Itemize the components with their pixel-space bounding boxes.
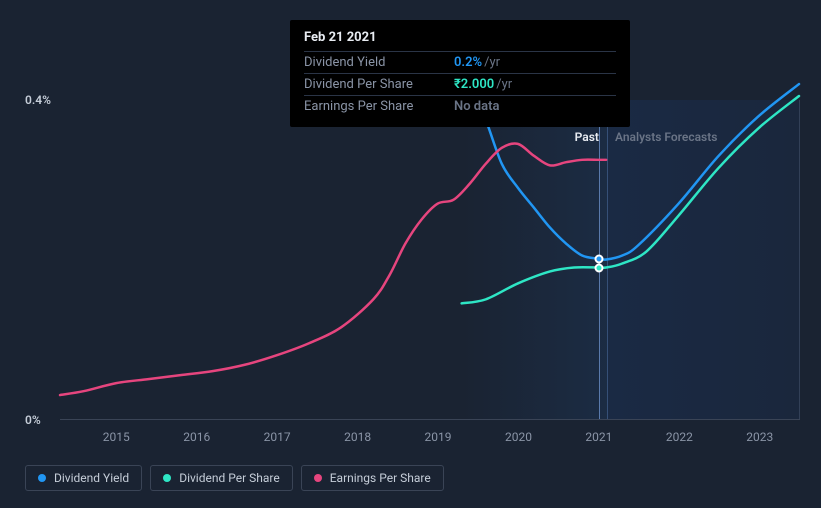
legend-dot-icon xyxy=(163,474,171,482)
tooltip-rows: Dividend Yield0.2% /yrDividend Per Share… xyxy=(304,51,616,117)
x-axis-label: 2021 xyxy=(585,430,612,444)
tooltip-row-value: No data xyxy=(454,99,499,114)
tooltip-row-suffix: /yr xyxy=(484,55,500,70)
legend-label: Dividend Yield xyxy=(54,471,129,485)
tooltip-row: Dividend Yield0.2% /yr xyxy=(304,51,616,73)
dividend_yield-marker xyxy=(594,255,603,264)
legend-item[interactable]: Dividend Yield xyxy=(25,465,142,491)
chart-lines xyxy=(60,100,799,419)
tooltip-row: Earnings Per ShareNo data xyxy=(304,95,616,117)
legend-label: Earnings Per Share xyxy=(330,471,431,485)
x-axis-label: 2022 xyxy=(666,430,693,444)
forecast-label: Analysts Forecasts xyxy=(615,130,717,144)
tooltip-row-label: Earnings Per Share xyxy=(304,99,454,114)
past-label: Past xyxy=(575,130,599,144)
legend-label: Dividend Per Share xyxy=(179,471,280,485)
y-axis-label: 0.4% xyxy=(25,93,51,107)
dividend_per_share-marker xyxy=(594,264,603,273)
tooltip-row: Dividend Per Share₹2.000 /yr xyxy=(304,73,616,95)
x-axis-label: 2015 xyxy=(103,430,130,444)
x-axis-label: 2018 xyxy=(344,430,371,444)
y-axis-label: 0% xyxy=(25,413,41,427)
tooltip-row-label: Dividend Yield xyxy=(304,55,454,70)
legend-dot-icon xyxy=(38,474,46,482)
tooltip-row-label: Dividend Per Share xyxy=(304,77,454,92)
earnings_per_share-line xyxy=(60,143,606,395)
x-axis-label: 2020 xyxy=(505,430,532,444)
x-axis-label: 2016 xyxy=(183,430,210,444)
x-axis-label: 2017 xyxy=(264,430,291,444)
legend-dot-icon xyxy=(314,474,322,482)
tooltip-row-value: 0.2% xyxy=(454,55,482,70)
chart-legend: Dividend Yield Dividend Per Share Earnings… xyxy=(25,465,444,491)
x-axis-label: 2019 xyxy=(425,430,452,444)
tooltip-row-suffix: /yr xyxy=(496,77,512,92)
chart-plot-area: Past Analysts Forecasts xyxy=(60,100,800,420)
chart-tooltip: Feb 21 2021 Dividend Yield0.2% /yrDivide… xyxy=(290,20,630,127)
tooltip-date: Feb 21 2021 xyxy=(304,30,616,45)
legend-item[interactable]: Earnings Per Share xyxy=(301,465,444,491)
legend-item[interactable]: Dividend Per Share xyxy=(150,465,293,491)
tooltip-row-value: ₹2.000 xyxy=(454,77,494,92)
x-axis-label: 2023 xyxy=(746,430,773,444)
